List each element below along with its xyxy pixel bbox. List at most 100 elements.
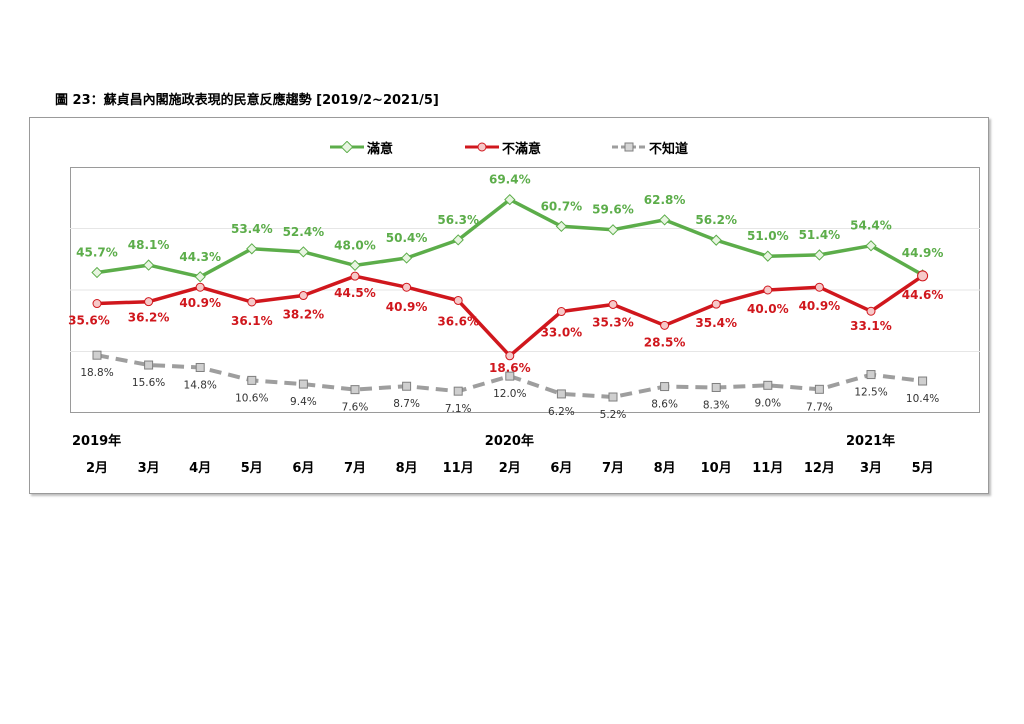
data-label: 35.3% (592, 315, 634, 329)
data-label: 36.1% (231, 314, 273, 328)
x-tick-label: 12月 (803, 461, 835, 476)
data-label: 53.4% (231, 222, 273, 236)
x-tick-label: 7月 (343, 461, 367, 476)
data-label: 56.2% (695, 213, 737, 227)
data-label: 7.1% (445, 403, 472, 415)
legend-item-dissatisfied: 不滿意 (465, 138, 542, 157)
data-label: 35.6% (68, 314, 110, 328)
data-label: 7.7% (806, 401, 833, 413)
data-label: 48.1% (128, 238, 170, 252)
data-point (453, 386, 463, 396)
data-point (608, 392, 618, 402)
legend-line-dissatisfied-icon (465, 142, 499, 152)
data-label: 33.0% (541, 326, 583, 340)
data-point (400, 252, 413, 264)
legend-label-dissatisfied: 不滿意 (502, 141, 542, 157)
data-point (91, 266, 103, 279)
data-point (813, 249, 826, 261)
data-point (607, 224, 619, 236)
data-label: 40.9% (386, 300, 428, 314)
data-label: 28.5% (644, 335, 686, 349)
data-label: 12.0% (493, 388, 526, 400)
data-label: 69.4% (489, 173, 531, 187)
data-point (92, 350, 102, 360)
data-point (814, 282, 824, 292)
data-label: 44.9% (902, 246, 944, 260)
data-label: 9.0% (754, 397, 781, 409)
data-label: 8.7% (393, 398, 420, 410)
data-label: 10.6% (235, 392, 268, 404)
legend-item-satisfied: 滿意 (330, 138, 394, 157)
data-label: 9.4% (290, 396, 317, 408)
data-point (247, 375, 257, 385)
data-point (608, 299, 618, 309)
data-label: 51.4% (799, 228, 841, 242)
data-point (556, 307, 566, 317)
data-label: 44.5% (334, 286, 376, 300)
x-tick-label: 3月 (859, 461, 883, 476)
data-label: 48.0% (334, 238, 376, 252)
data-label: 14.8% (184, 379, 217, 391)
data-point (763, 285, 773, 295)
data-label: 44.6% (902, 288, 944, 302)
data-point (144, 360, 154, 370)
x-tick-label: 6月 (550, 461, 573, 476)
data-label: 45.7% (76, 245, 118, 259)
year-label: 2019年 (72, 434, 122, 449)
data-point (711, 382, 721, 392)
data-point (142, 259, 155, 271)
x-tick-label: 5月 (911, 461, 934, 476)
data-point (505, 371, 515, 381)
data-point (866, 370, 876, 380)
data-point (660, 382, 670, 392)
data-point (505, 351, 515, 361)
x-tick-label: 10月 (700, 461, 732, 476)
data-point (555, 220, 568, 233)
data-point (866, 306, 876, 316)
data-point (298, 291, 308, 301)
x-tick-label: 2月 (85, 461, 109, 476)
data-point (658, 214, 671, 226)
data-point (814, 384, 824, 394)
data-point (556, 389, 566, 399)
year-label: 2020年 (484, 434, 534, 449)
year-label: 2021年 (846, 434, 896, 449)
data-point (350, 271, 360, 281)
data-label: 40.9% (799, 299, 841, 313)
data-label: 18.6% (489, 361, 531, 375)
data-point (917, 270, 929, 282)
data-point (402, 381, 412, 391)
series-line-1 (95, 274, 925, 358)
x-tick-label: 2月 (498, 461, 521, 476)
data-point (349, 259, 361, 272)
data-label: 62.8% (644, 193, 686, 207)
data-label: 5.2% (600, 409, 627, 421)
data-point (660, 320, 670, 330)
data-label: 51.0% (747, 229, 789, 243)
data-point (247, 297, 257, 307)
legend-label-unknown: 不知道 (649, 141, 689, 157)
legend-label-satisfied: 滿意 (367, 141, 394, 157)
x-tick-label: 11月 (752, 461, 784, 476)
data-label: 52.4% (283, 225, 325, 239)
data-point (195, 362, 205, 372)
data-point (246, 243, 258, 255)
legend-line-unknown-icon (612, 142, 646, 152)
data-point (144, 297, 154, 307)
x-tick-label: 11月 (442, 461, 474, 476)
data-point (762, 250, 774, 262)
data-label: 15.6% (132, 377, 165, 389)
figure-caption: 圖 23：蘇貞昌內閣施政表現的民意反應趨勢 [2019/2~2021/5] (55, 93, 439, 108)
data-label: 60.7% (541, 199, 583, 213)
x-tick-label: 7月 (601, 461, 625, 476)
data-label: 38.2% (283, 308, 325, 322)
data-point (453, 295, 463, 305)
data-label: 54.4% (850, 219, 892, 233)
data-label: 40.9% (179, 296, 221, 310)
data-label: 36.6% (437, 314, 479, 328)
data-label: 59.6% (592, 203, 634, 217)
data-point (195, 282, 205, 292)
data-point (350, 385, 360, 395)
legend-line-satisfied-icon (330, 141, 364, 153)
